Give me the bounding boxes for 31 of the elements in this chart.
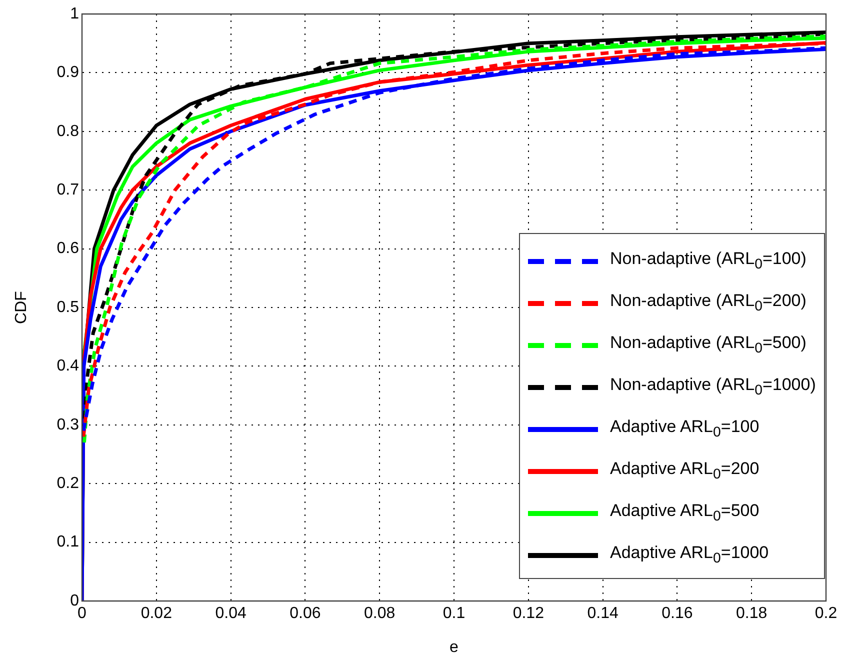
y-tick-label: 0.5 <box>56 298 80 316</box>
x-tick-label: 0.06 <box>290 605 321 622</box>
legend-label: Non-adaptive (ARL$_{0}$=100) <box>610 249 806 273</box>
x-tick-label: 0.04 <box>215 605 246 622</box>
y-tick-label: 0.2 <box>56 475 80 492</box>
legend-label: Adaptive ARL$_{0}$=500 <box>610 501 760 525</box>
x-tick-label: 0.2 <box>814 605 838 622</box>
x-tick-label: 0.18 <box>736 605 768 622</box>
y-axis-title: CDF <box>13 290 30 324</box>
x-tick-label: 0.16 <box>662 605 693 622</box>
legend-label: Non-adaptive (ARL$_{0}$=200) <box>610 291 806 315</box>
y-tick-label: 0.3 <box>56 416 80 434</box>
x-tick-label: 0.02 <box>140 605 172 622</box>
y-tick-label: 1 <box>70 5 80 22</box>
y-tick-label: 0.6 <box>56 240 80 258</box>
x-tick-label: 0.12 <box>512 605 544 622</box>
y-tick-label: 0.8 <box>56 122 80 140</box>
y-tick-label: 0.4 <box>56 358 80 375</box>
x-tick-label: 0.1 <box>442 605 466 622</box>
legend-label: Non-adaptive (ARL$_{0}$=500) <box>610 333 806 357</box>
x-tick-label: 0.14 <box>587 605 618 622</box>
legend-label: Adaptive ARL$_{0}$=1000 <box>610 543 769 567</box>
y-tick-label: 0.7 <box>56 182 80 199</box>
y-tick-label: 0.1 <box>56 534 80 551</box>
x-axis-title: e <box>450 638 459 656</box>
y-tick-label: 0 <box>70 592 80 610</box>
legend-label: Non-adaptive (ARL$_{0}$=1000) <box>610 375 816 399</box>
legend-label: Adaptive ARL$_{0}$=100 <box>610 417 760 441</box>
x-tick-label: 0.08 <box>364 605 396 622</box>
y-tick-label: 0.9 <box>56 64 80 82</box>
legend-label: Adaptive ARL$_{0}$=200 <box>610 459 760 483</box>
